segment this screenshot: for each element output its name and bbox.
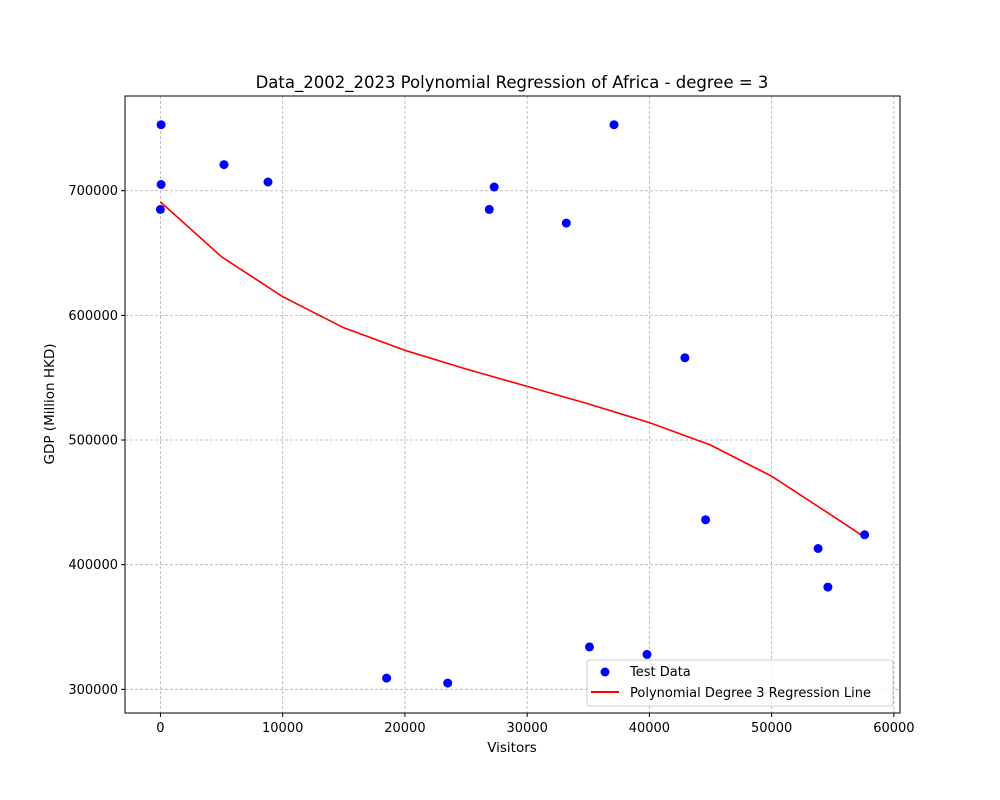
data-point bbox=[860, 530, 870, 540]
data-point bbox=[642, 649, 652, 659]
y-tick-label: 600000 bbox=[68, 309, 118, 324]
x-tick-label: 20000 bbox=[384, 721, 425, 736]
legend-label-regression-line: Polynomial Degree 3 Regression Line bbox=[630, 686, 871, 701]
y-tick-label: 300000 bbox=[68, 683, 118, 698]
chart-title: Data_2002_2023 Polynomial Regression of … bbox=[256, 73, 769, 93]
y-tick-label: 700000 bbox=[68, 184, 118, 199]
data-point bbox=[701, 515, 711, 525]
x-tick-label: 40000 bbox=[629, 721, 670, 736]
grid-lines bbox=[125, 96, 900, 713]
data-point bbox=[156, 120, 166, 130]
legend-label-test-data: Test Data bbox=[629, 665, 691, 680]
data-point bbox=[823, 582, 833, 592]
x-tick-label: 60000 bbox=[873, 721, 914, 736]
data-point bbox=[489, 182, 499, 192]
y-tick-label: 500000 bbox=[68, 434, 118, 449]
data-point bbox=[263, 177, 273, 187]
regression-line bbox=[159, 201, 866, 538]
legend-marker-test-data bbox=[600, 667, 610, 677]
plot-frame bbox=[124, 95, 901, 714]
y-axis-label: GDP (Million HKD) bbox=[42, 344, 58, 465]
plot-series bbox=[155, 120, 870, 688]
data-point bbox=[443, 678, 453, 688]
data-point bbox=[156, 180, 166, 189]
data-point bbox=[382, 673, 392, 683]
data-point bbox=[561, 218, 571, 228]
data-point bbox=[813, 544, 823, 553]
x-tick-label: 50000 bbox=[751, 721, 792, 736]
x-tick-label: 10000 bbox=[262, 721, 303, 736]
x-tick-label: 0 bbox=[156, 721, 164, 736]
data-point bbox=[585, 642, 594, 652]
x-tick-label: 30000 bbox=[506, 721, 547, 736]
data-point bbox=[609, 120, 619, 130]
legend-box bbox=[586, 659, 894, 707]
axis-ticks: 0 10000 20000 30000 40000 50000 60000 300000 400… bbox=[68, 184, 914, 736]
y-tick-label: 400000 bbox=[68, 558, 118, 573]
data-point bbox=[484, 204, 494, 214]
data-point bbox=[155, 204, 165, 214]
legend: Test Data Polynomial Degree 3 Regression… bbox=[586, 659, 894, 707]
x-axis-label: Visitors bbox=[487, 740, 537, 756]
data-point bbox=[219, 160, 229, 170]
data-point bbox=[680, 353, 690, 363]
